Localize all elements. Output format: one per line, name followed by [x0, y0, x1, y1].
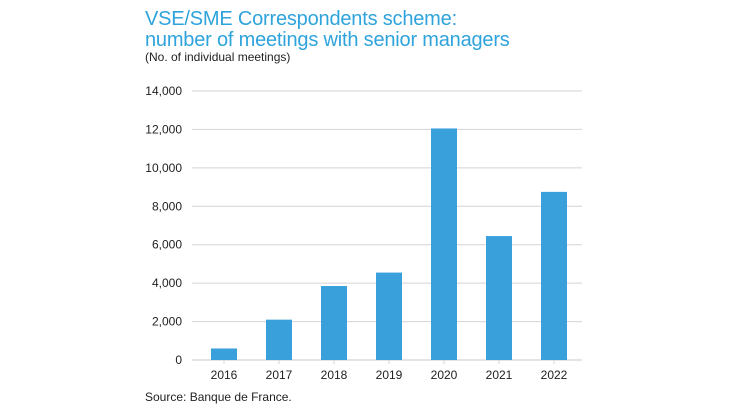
- y-tick-label: 14,000: [145, 84, 182, 98]
- bar-2019: [376, 272, 402, 360]
- bar-2022: [541, 191, 567, 360]
- y-tick-label: 6,000: [152, 238, 182, 252]
- y-axis-tick-labels: 0 2,000 4,000 6,000 8,000 10,000 12,000 14,000: [145, 84, 182, 367]
- y-tick-label: 8,000: [152, 199, 182, 213]
- chart-title-line-2: number of meetings with senior managers: [145, 29, 510, 51]
- x-axis-tick-labels: 2016 2017 2018 2019 2020 2021 2022: [211, 360, 568, 382]
- chart-subtitle: (No. of individual meetings): [145, 50, 291, 64]
- x-tick-label-2022: 2022: [541, 368, 568, 382]
- source-note: Source: Banque de France.: [145, 390, 292, 404]
- x-tick-label-2020: 2020: [431, 368, 458, 382]
- bar-2016: [211, 348, 237, 360]
- y-tick-label: 0: [175, 353, 182, 367]
- bars: [211, 128, 567, 360]
- x-tick-label-2019: 2019: [376, 368, 403, 382]
- bar-2017: [266, 319, 292, 360]
- x-tick-label-2017: 2017: [266, 368, 293, 382]
- chart-title-line-1: VSE/SME Correspondents scheme:: [145, 8, 457, 30]
- y-tick-label: 10,000: [145, 161, 182, 175]
- bar-2018: [321, 286, 347, 360]
- bar-2021: [486, 236, 512, 360]
- x-tick-label-2018: 2018: [321, 368, 348, 382]
- x-tick-label-2016: 2016: [211, 368, 238, 382]
- y-tick-label: 12,000: [145, 122, 182, 136]
- y-tick-label: 4,000: [152, 276, 182, 290]
- y-tick-label: 2,000: [152, 315, 182, 329]
- x-tick-label-2021: 2021: [486, 368, 513, 382]
- bar-2020: [431, 128, 457, 360]
